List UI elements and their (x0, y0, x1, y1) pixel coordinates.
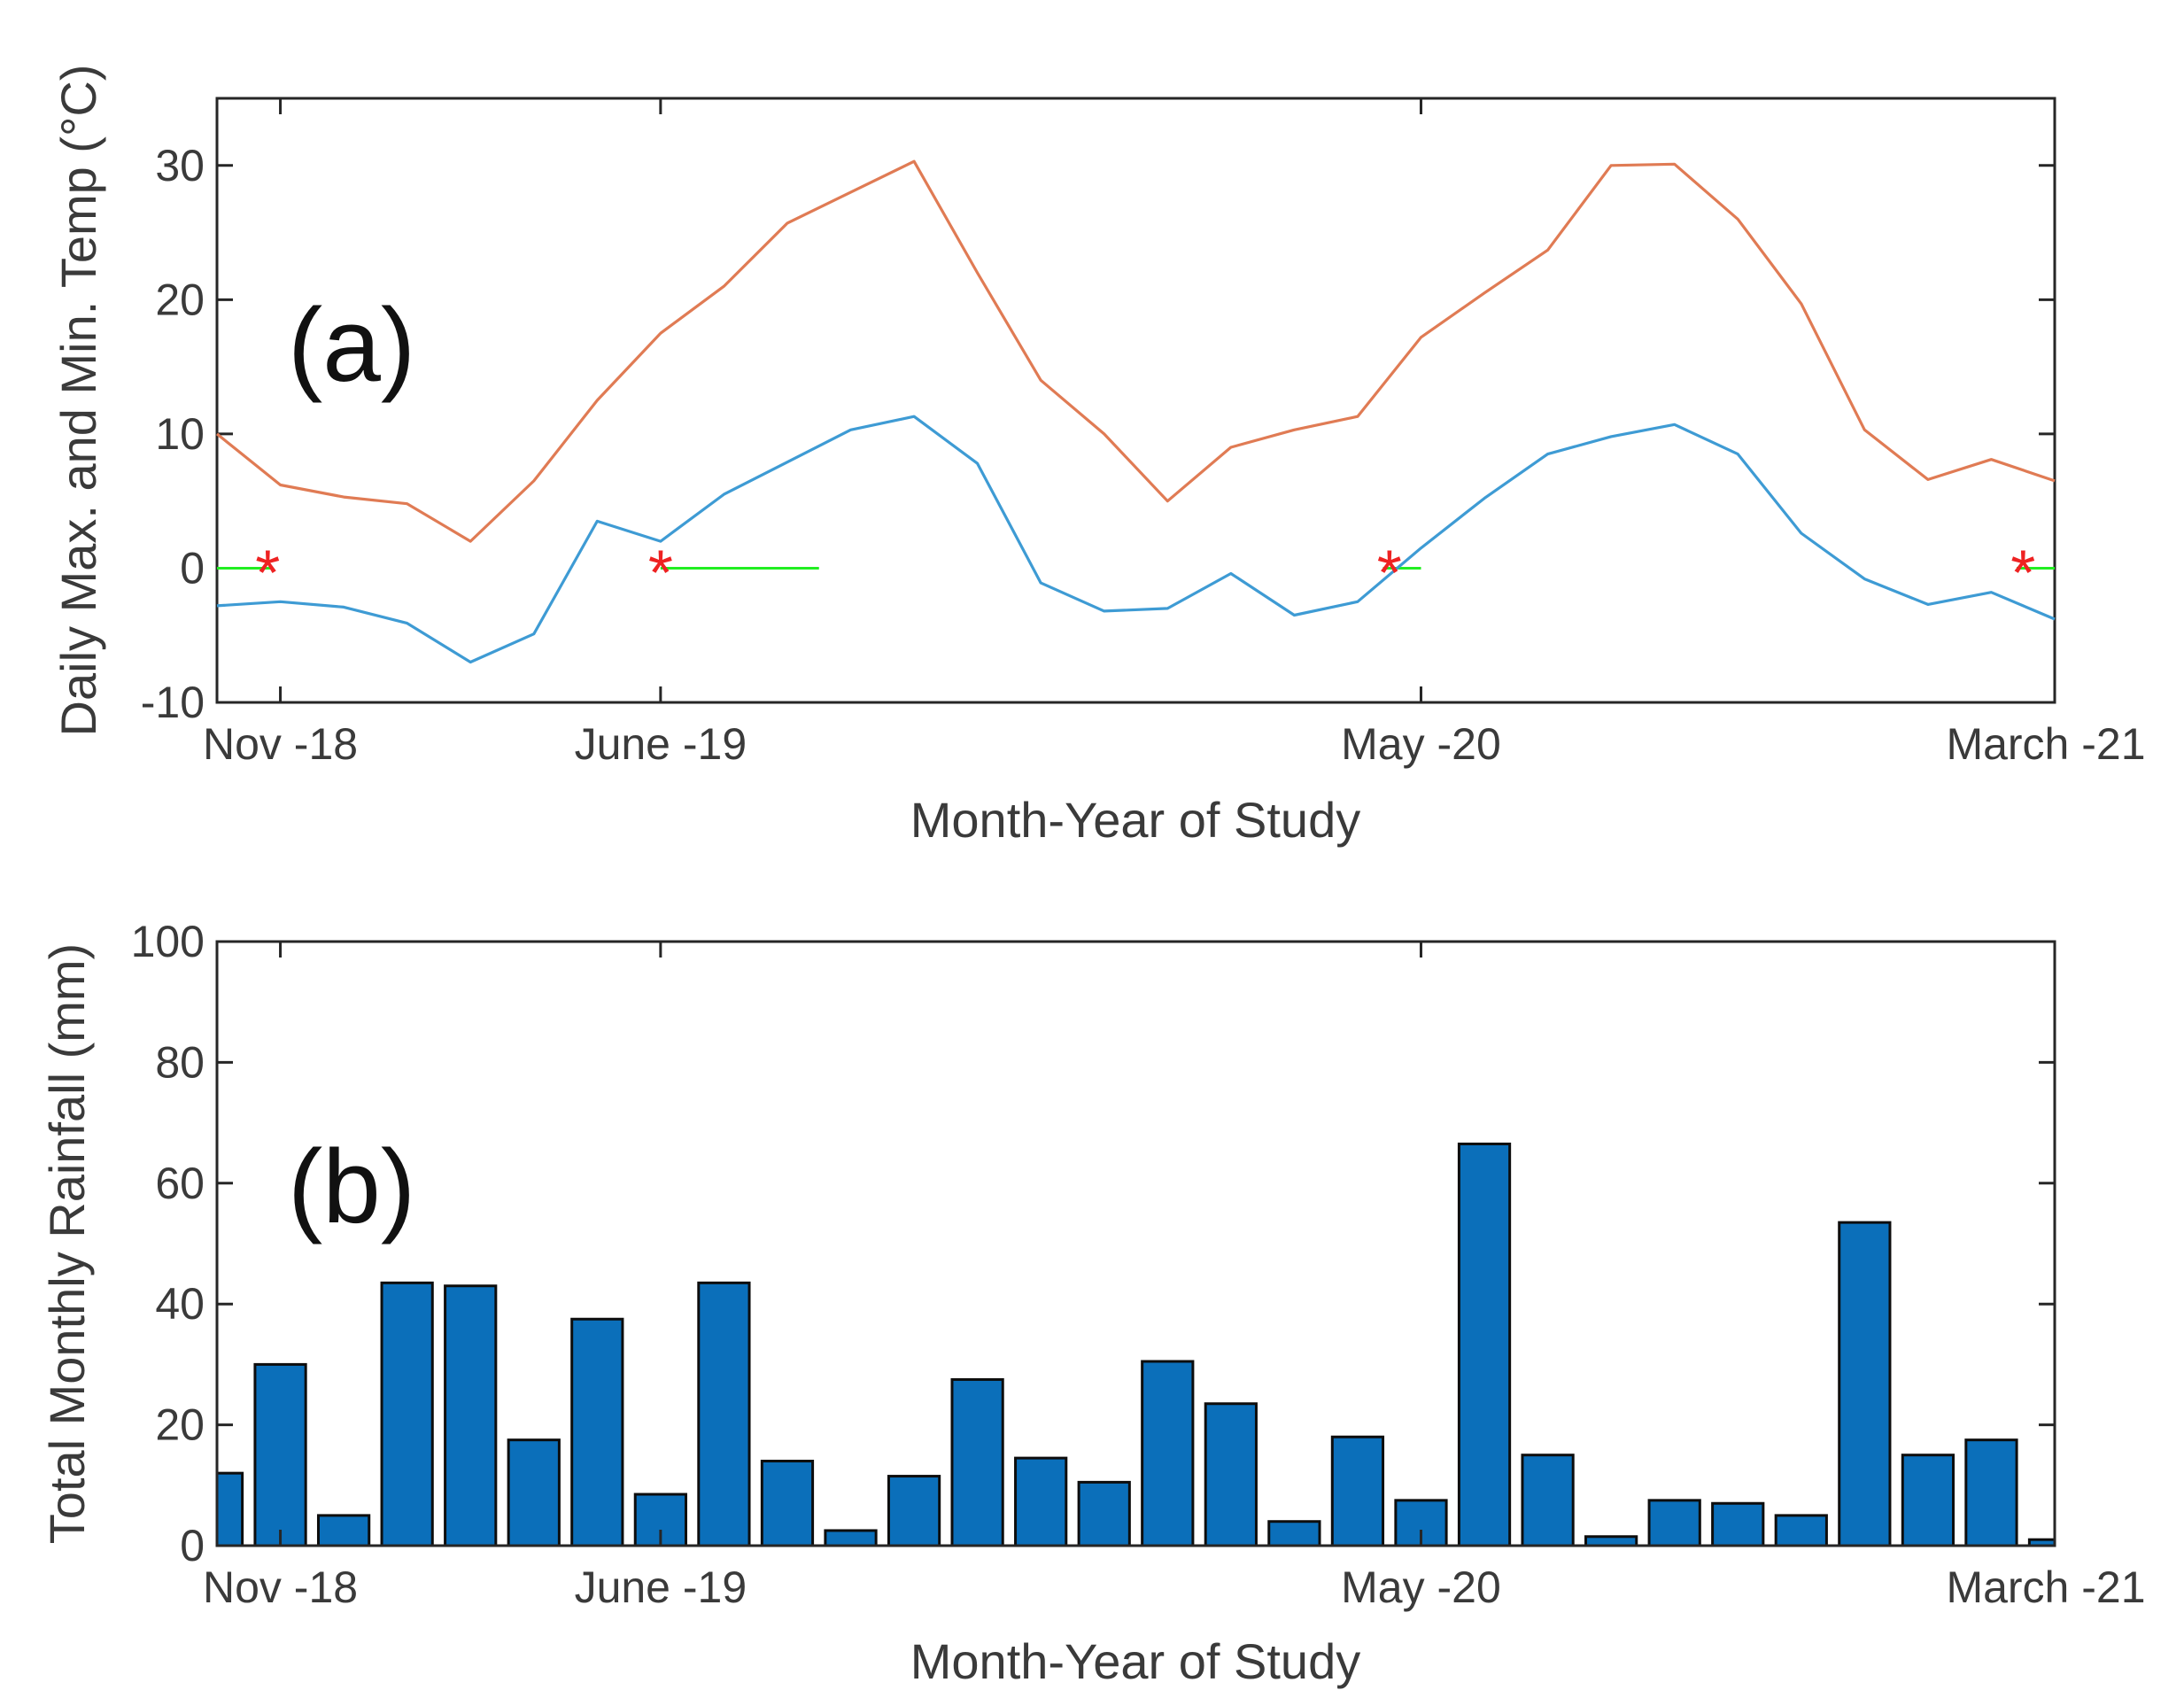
rainfall-bar (570, 1317, 624, 1547)
rainfall-bar (1711, 1501, 1765, 1547)
rainfall-y-axis-label: Total Monthly Rainfall (mm) (39, 943, 95, 1544)
rainfall-bar (444, 1284, 498, 1547)
rainfall-bar (316, 1514, 371, 1547)
rainfall-bar (1457, 1142, 1512, 1547)
rainfall-bar (1584, 1535, 1638, 1547)
panel-b-label: (b) (288, 1128, 415, 1245)
rainfall-bar (824, 1529, 878, 1547)
x-tick-label: May -20 (1341, 719, 1501, 769)
y-tick-label: 60 (155, 1159, 205, 1208)
rainfall-bar (1014, 1456, 1068, 1547)
frost-marker: * (648, 538, 673, 609)
y-tick-label: 30 (155, 141, 205, 190)
rainfall-panel: 0 20 40 60 80 100 Nov -18 June -19 May -20 March… (39, 917, 2146, 1689)
rainfall-bar (1267, 1520, 1321, 1547)
temperature-y-axis-label: Daily Max. and Min. Temp (°C) (50, 65, 106, 737)
rainfall-bar (1964, 1438, 2018, 1547)
rainfall-bar (253, 1362, 307, 1547)
y-tick-label: 80 (155, 1037, 205, 1087)
rainfall-bar (1521, 1454, 1575, 1547)
frost-marker: * (255, 538, 280, 609)
rainfall-x-tick-labels: Nov -18 June -19 May -20 March -21 (203, 1562, 2146, 1612)
rainfall-y-tick-labels: 0 20 40 60 80 100 (131, 917, 205, 1570)
frost-markers: * * * * (255, 538, 2035, 609)
x-tick-label: June -19 (575, 719, 747, 769)
rainfall-ticks (217, 940, 2056, 1547)
y-tick-label: 100 (131, 917, 205, 966)
frost-marker: * (1377, 538, 1402, 609)
temperature-ticks (217, 98, 2056, 704)
x-tick-label: May -20 (1341, 1562, 1501, 1612)
temperature-x-tick-labels: Nov -18 June -19 May -20 March -21 (203, 719, 2146, 769)
rainfall-bar (1330, 1435, 1385, 1547)
rainfall-bar (507, 1438, 561, 1547)
rainfall-bar (1077, 1480, 1131, 1547)
x-tick-label: March -21 (1946, 1562, 2145, 1612)
rainfall-bar (697, 1281, 751, 1547)
temperature-y-tick-labels: -10 0 10 20 30 (141, 141, 205, 727)
temperature-panel: * * * * -10 0 10 20 30 Nov -18 June -19 May -20 Ma… (50, 65, 2146, 848)
rainfall-bar (760, 1460, 815, 1547)
rainfall-bars (215, 1142, 2056, 1547)
x-tick-label: Nov -18 (203, 1562, 358, 1612)
x-tick-label: Nov -18 (203, 719, 358, 769)
rainfall-bar (1901, 1454, 1956, 1547)
rainfall-bar (1647, 1499, 1701, 1547)
rainfall-bar (950, 1377, 1004, 1547)
frost-marker: * (2010, 538, 2035, 609)
y-tick-label: 0 (180, 1521, 205, 1570)
max-temperature-line (215, 159, 2056, 543)
panel-a-label: (a) (288, 287, 415, 404)
y-tick-label: 20 (155, 275, 205, 324)
temperature-x-axis-label: Month-Year of Study (910, 792, 1360, 848)
y-tick-label: 10 (155, 409, 205, 459)
rainfall-bar (215, 1471, 244, 1547)
x-tick-label: June -19 (575, 1562, 747, 1612)
temperature-series (215, 159, 2056, 664)
rainfall-plot-frame (215, 940, 2056, 1547)
rainfall-bar (887, 1475, 941, 1547)
y-tick-label: -10 (141, 678, 205, 727)
y-tick-label: 40 (155, 1279, 205, 1329)
y-tick-label: 20 (155, 1400, 205, 1450)
rainfall-bar (380, 1281, 434, 1547)
temperature-plot-frame (215, 97, 2056, 704)
rainfall-bar (1141, 1360, 1195, 1547)
rainfall-bar (1838, 1221, 1892, 1547)
x-tick-label: March -21 (1946, 719, 2145, 769)
rainfall-bar (1774, 1514, 1828, 1547)
min-temperature-line (216, 415, 2056, 664)
y-tick-label: 0 (180, 543, 205, 593)
rainfall-bar (1204, 1402, 1258, 1547)
rainfall-x-axis-label: Month-Year of Study (910, 1633, 1360, 1689)
